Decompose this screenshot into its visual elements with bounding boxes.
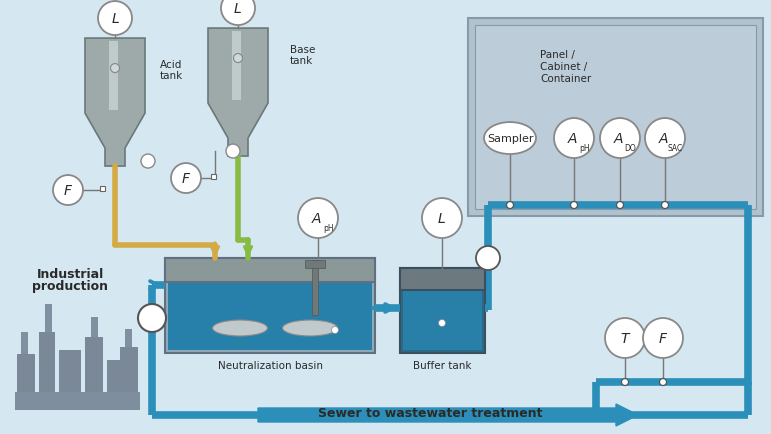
- Text: L: L: [111, 12, 119, 26]
- Text: A: A: [567, 132, 577, 146]
- Text: Container: Container: [540, 74, 591, 84]
- Circle shape: [98, 1, 132, 35]
- FancyArrow shape: [258, 404, 638, 426]
- Text: SAC: SAC: [668, 144, 683, 153]
- Text: Cabinet /: Cabinet /: [540, 62, 588, 72]
- Text: F: F: [64, 184, 72, 198]
- Text: Neutralization basin: Neutralization basin: [217, 361, 322, 371]
- Circle shape: [476, 246, 500, 270]
- Circle shape: [643, 318, 683, 358]
- Text: A: A: [311, 212, 321, 226]
- Circle shape: [621, 378, 628, 385]
- Circle shape: [234, 53, 243, 62]
- Bar: [45, 304, 52, 332]
- Circle shape: [439, 319, 446, 326]
- Bar: [107, 360, 127, 392]
- Text: Sampler: Sampler: [487, 134, 534, 144]
- Text: DO: DO: [625, 144, 636, 153]
- Text: F: F: [182, 172, 190, 186]
- Bar: [211, 174, 216, 179]
- Bar: [232, 31, 241, 100]
- Circle shape: [298, 198, 338, 238]
- Bar: [468, 18, 763, 216]
- Circle shape: [110, 63, 120, 72]
- Bar: [400, 268, 485, 290]
- Bar: [120, 347, 138, 392]
- Ellipse shape: [213, 320, 268, 336]
- Bar: [39, 332, 55, 392]
- Bar: [403, 290, 482, 350]
- Circle shape: [605, 318, 645, 358]
- Bar: [100, 186, 105, 191]
- Text: Acid: Acid: [160, 60, 183, 70]
- Bar: [165, 258, 375, 353]
- Text: Industrial: Industrial: [36, 268, 103, 281]
- Text: A: A: [613, 132, 623, 146]
- Text: tank: tank: [290, 56, 313, 66]
- Bar: [312, 260, 318, 315]
- Polygon shape: [85, 38, 145, 166]
- Circle shape: [226, 144, 240, 158]
- Bar: [165, 258, 375, 282]
- Text: production: production: [32, 280, 108, 293]
- Circle shape: [600, 118, 640, 158]
- Bar: [85, 337, 103, 392]
- Circle shape: [659, 378, 666, 385]
- Circle shape: [507, 201, 513, 208]
- Bar: [475, 25, 756, 209]
- Bar: [168, 283, 372, 350]
- Ellipse shape: [282, 320, 338, 336]
- Bar: [59, 350, 81, 392]
- Circle shape: [138, 304, 166, 332]
- Bar: [91, 317, 98, 337]
- Polygon shape: [208, 28, 268, 156]
- Text: Buffer tank: Buffer tank: [412, 361, 471, 371]
- Circle shape: [221, 0, 255, 25]
- Circle shape: [422, 198, 462, 238]
- Text: pH: pH: [323, 224, 334, 233]
- Text: L: L: [234, 2, 242, 16]
- Bar: [125, 329, 132, 347]
- Circle shape: [141, 154, 155, 168]
- Circle shape: [645, 118, 685, 158]
- Text: L: L: [438, 212, 446, 226]
- Text: Panel /: Panel /: [540, 50, 575, 60]
- Bar: [109, 41, 118, 110]
- Bar: [17, 354, 35, 392]
- Bar: [305, 260, 325, 268]
- Circle shape: [171, 163, 201, 193]
- Circle shape: [332, 326, 338, 333]
- Circle shape: [53, 175, 83, 205]
- Text: tank: tank: [160, 71, 183, 81]
- Text: Sewer to wastewater treatment: Sewer to wastewater treatment: [318, 407, 542, 420]
- Bar: [21, 332, 28, 354]
- Circle shape: [617, 201, 624, 208]
- Circle shape: [571, 201, 577, 208]
- Text: F: F: [659, 332, 667, 346]
- Ellipse shape: [484, 122, 536, 154]
- Circle shape: [662, 201, 668, 208]
- Bar: [15, 392, 140, 410]
- Text: pH: pH: [579, 144, 590, 153]
- Bar: [400, 268, 485, 353]
- Text: Base: Base: [290, 45, 315, 55]
- Text: A: A: [658, 132, 668, 146]
- Circle shape: [554, 118, 594, 158]
- Text: T: T: [621, 332, 629, 346]
